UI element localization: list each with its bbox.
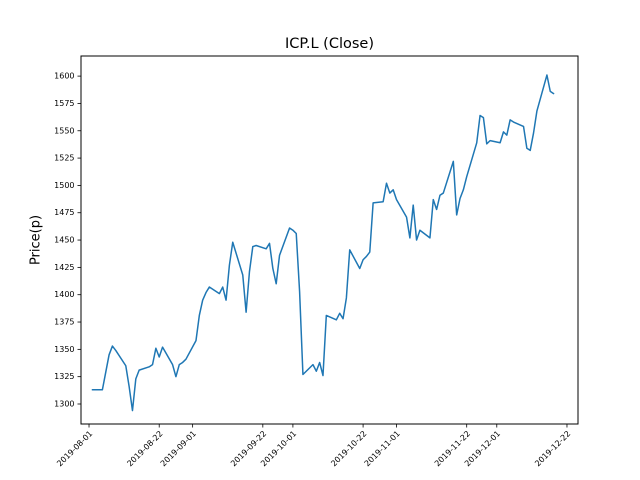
y-tick-label: 1325	[54, 372, 74, 381]
y-tick-label: 1525	[54, 154, 74, 163]
y-tick-label: 1400	[54, 290, 74, 299]
y-tick-label: 1375	[54, 318, 74, 327]
y-tick-label: 1475	[54, 208, 74, 217]
x-tick-label: 2019-08-01	[55, 429, 94, 468]
chart-title: ICP.L (Close)	[285, 36, 374, 52]
x-tick-label: 2019-09-01	[159, 429, 198, 468]
x-tick-label: 2019-11-01	[363, 429, 402, 468]
y-tick-label: 1575	[54, 99, 74, 108]
y-tick-label: 1425	[54, 263, 74, 272]
y-tick-label: 1450	[54, 236, 74, 245]
y-tick-label: 1550	[54, 126, 74, 135]
y-tick-label: 1500	[54, 181, 74, 190]
y-tick-label: 1350	[54, 345, 74, 354]
plot-border	[80, 55, 579, 425]
x-tick-label: 2019-12-22	[533, 429, 572, 468]
y-tick-label: 1600	[54, 72, 74, 81]
y-tick-label: 1300	[54, 399, 74, 408]
price-line	[91, 74, 555, 412]
